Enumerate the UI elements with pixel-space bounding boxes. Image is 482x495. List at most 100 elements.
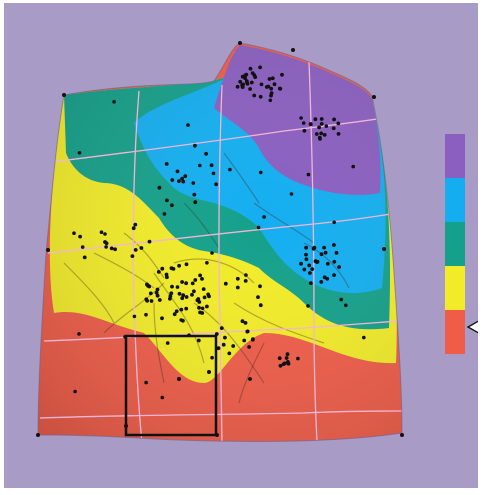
data-point[interactable]: [202, 295, 207, 300]
data-point[interactable]: [160, 316, 164, 321]
data-point[interactable]: [165, 275, 169, 280]
data-point[interactable]: [306, 172, 311, 177]
data-point[interactable]: [308, 122, 313, 126]
data-point[interactable]: [221, 342, 226, 347]
data-point[interactable]: [155, 293, 160, 298]
data-point[interactable]: [278, 86, 283, 91]
data-point[interactable]: [197, 300, 202, 304]
data-point[interactable]: [196, 297, 201, 301]
data-point[interactable]: [200, 311, 205, 315]
data-point[interactable]: [113, 247, 117, 252]
data-point[interactable]: [351, 164, 356, 169]
data-point[interactable]: [282, 361, 287, 366]
data-point[interactable]: [322, 245, 326, 250]
data-point[interactable]: [304, 257, 309, 262]
data-point[interactable]: [204, 151, 209, 156]
selection-box[interactable]: [124, 334, 218, 437]
data-point[interactable]: [109, 246, 114, 251]
data-point[interactable]: [324, 124, 329, 128]
data-point[interactable]: [72, 231, 76, 235]
data-point[interactable]: [344, 303, 348, 308]
data-point[interactable]: [252, 93, 257, 98]
data-point[interactable]: [210, 251, 214, 255]
data-point[interactable]: [258, 65, 262, 70]
data-point[interactable]: [336, 121, 341, 126]
density-surface-view[interactable]: [4, 3, 478, 488]
data-point[interactable]: [313, 259, 318, 264]
data-point[interactable]: [256, 295, 260, 299]
data-point[interactable]: [170, 203, 174, 208]
data-point[interactable]: [258, 284, 262, 289]
data-point[interactable]: [259, 82, 264, 87]
data-point[interactable]: [251, 337, 255, 341]
data-point[interactable]: [184, 306, 189, 311]
data-point[interactable]: [267, 77, 272, 81]
data-point[interactable]: [145, 282, 149, 287]
data-point[interactable]: [250, 71, 255, 75]
data-point[interactable]: [184, 262, 189, 267]
data-point[interactable]: [181, 293, 186, 298]
data-point[interactable]: [228, 167, 232, 172]
data-point[interactable]: [241, 82, 246, 87]
data-point[interactable]: [269, 86, 274, 91]
data-point[interactable]: [201, 287, 206, 291]
data-point[interactable]: [156, 270, 161, 274]
data-point[interactable]: [332, 259, 337, 264]
data-point[interactable]: [154, 290, 159, 295]
data-point[interactable]: [191, 181, 196, 185]
data-point[interactable]: [264, 85, 269, 89]
data-point[interactable]: [323, 250, 328, 255]
data-point[interactable]: [164, 162, 169, 166]
legend-band-yellow[interactable]: [445, 266, 465, 310]
triangle-pointer-icon[interactable]: [467, 316, 478, 338]
data-point[interactable]: [244, 273, 248, 277]
data-point[interactable]: [168, 294, 173, 298]
data-point[interactable]: [193, 200, 198, 205]
data-point[interactable]: [227, 351, 232, 356]
data-point[interactable]: [332, 220, 337, 225]
data-point[interactable]: [214, 182, 219, 187]
data-point[interactable]: [36, 433, 40, 437]
data-point[interactable]: [149, 299, 154, 303]
data-point[interactable]: [242, 338, 247, 343]
data-point[interactable]: [243, 321, 248, 325]
data-point[interactable]: [177, 263, 182, 268]
data-point[interactable]: [286, 361, 291, 366]
data-point[interactable]: [269, 91, 274, 95]
data-point[interactable]: [272, 82, 277, 87]
data-point[interactable]: [179, 318, 183, 322]
data-point[interactable]: [190, 292, 194, 297]
data-point[interactable]: [238, 79, 243, 84]
data-point[interactable]: [308, 281, 313, 285]
data-point[interactable]: [132, 314, 137, 319]
data-point[interactable]: [175, 285, 180, 289]
data-point[interactable]: [160, 395, 165, 400]
data-point[interactable]: [325, 276, 330, 281]
data-point[interactable]: [130, 254, 135, 258]
data-point[interactable]: [310, 267, 315, 271]
data-point[interactable]: [319, 122, 324, 126]
data-point[interactable]: [219, 326, 224, 330]
data-point[interactable]: [183, 174, 188, 179]
data-point[interactable]: [165, 198, 169, 203]
data-point[interactable]: [325, 261, 330, 266]
data-point[interactable]: [200, 277, 204, 281]
data-point[interactable]: [284, 356, 289, 360]
data-point[interactable]: [180, 280, 185, 284]
data-point[interactable]: [177, 291, 182, 296]
data-point[interactable]: [80, 245, 85, 249]
data-point[interactable]: [179, 307, 184, 312]
data-point[interactable]: [235, 276, 240, 281]
data-point[interactable]: [296, 356, 300, 361]
data-point[interactable]: [245, 80, 249, 85]
data-point[interactable]: [205, 304, 209, 309]
data-point[interactable]: [200, 306, 205, 311]
data-point[interactable]: [317, 125, 321, 130]
legend-band-purple[interactable]: [445, 134, 465, 178]
data-point[interactable]: [171, 267, 176, 271]
data-point[interactable]: [235, 285, 240, 290]
data-point[interactable]: [112, 100, 116, 104]
data-point[interactable]: [205, 261, 209, 265]
density-surface[interactable]: [4, 3, 478, 488]
data-point[interactable]: [319, 280, 324, 284]
